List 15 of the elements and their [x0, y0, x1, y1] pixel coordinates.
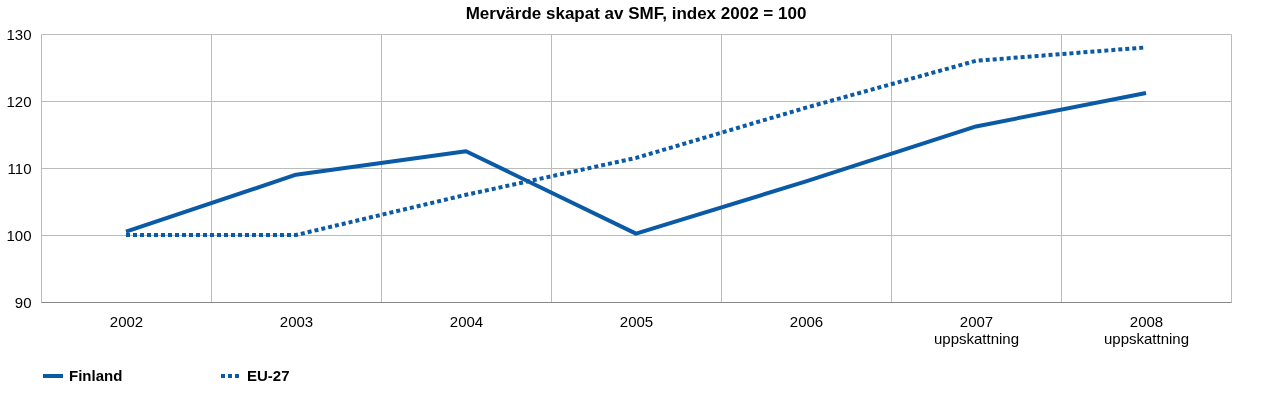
- y-tick-label: 130: [6, 25, 32, 43]
- x-tick-label: 2007 uppskattning: [933, 312, 1020, 347]
- y-tick-label: 120: [6, 92, 32, 110]
- x-tick-label: 2002: [109, 312, 144, 330]
- y-tick-label: 110: [7, 159, 32, 177]
- x-tick-label: 2003: [279, 312, 314, 330]
- legend-label: EU-27: [247, 367, 290, 384]
- y-tick-label: 90: [14, 293, 32, 311]
- x-tick-label: 2008 uppskattning: [1103, 312, 1190, 347]
- chart-title: Mervärde skapat av SMF, index 2002 = 100: [465, 4, 807, 23]
- x-tick-label: 2005: [619, 312, 654, 330]
- y-tick-label: 100: [6, 226, 32, 244]
- legend-label: Finland: [69, 367, 123, 384]
- x-tick-label: 2006: [789, 312, 824, 330]
- x-tick-label: 2004: [449, 312, 484, 330]
